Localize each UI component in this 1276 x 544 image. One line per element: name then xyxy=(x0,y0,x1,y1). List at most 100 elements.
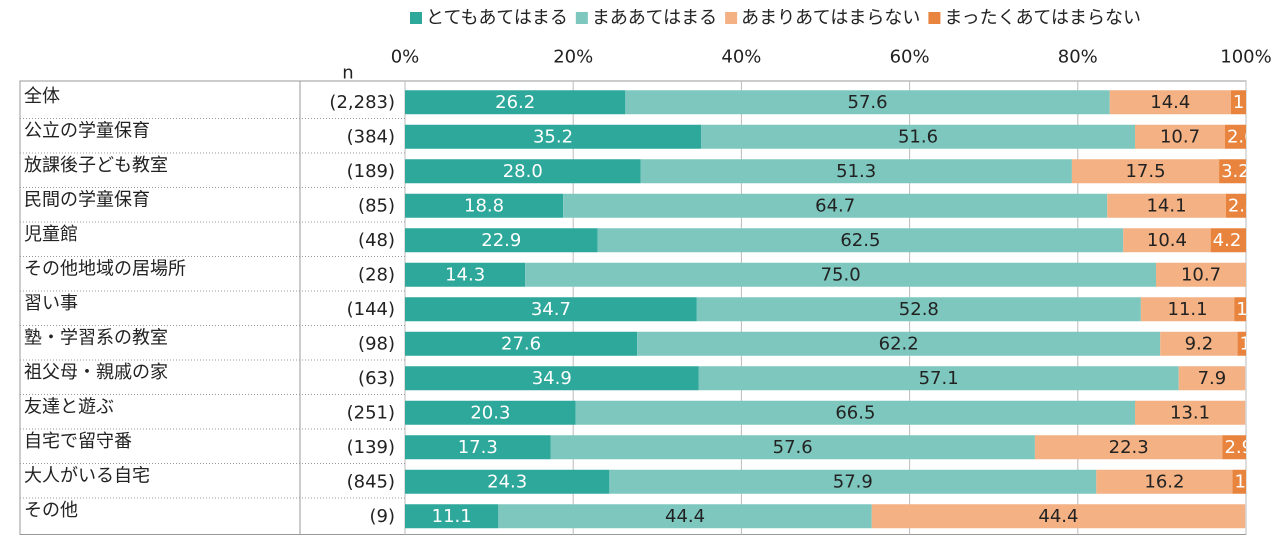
bar-segment xyxy=(405,193,564,218)
n-label: (189) xyxy=(347,161,395,182)
value-label: 28.0 xyxy=(503,161,543,182)
category-label: 自宅で留守番 xyxy=(24,431,132,452)
n-label: (98) xyxy=(358,333,395,354)
n-label: (845) xyxy=(347,471,395,492)
bar-segment xyxy=(405,124,702,149)
bar-segment xyxy=(1234,297,1246,322)
value-label: 2.9 xyxy=(1224,437,1253,458)
bar-segment xyxy=(405,400,576,425)
value-label: 1.7 xyxy=(1235,471,1264,492)
bar-segment xyxy=(696,297,1141,322)
bar-segment xyxy=(575,400,1135,425)
bar-segment xyxy=(405,90,626,115)
value-label: 35.2 xyxy=(533,126,573,147)
value-label: 62.2 xyxy=(879,333,919,354)
value-label: 57.6 xyxy=(773,437,813,458)
n-label: (63) xyxy=(358,368,395,389)
bar-segment xyxy=(550,435,1035,460)
n-label: (251) xyxy=(347,402,395,423)
legend-swatch xyxy=(725,12,738,24)
value-label: 16.2 xyxy=(1144,471,1184,492)
value-label: 1.8 xyxy=(1233,92,1262,113)
value-label: 22.9 xyxy=(481,230,521,251)
bar-segment xyxy=(625,90,1110,115)
bar-segment xyxy=(1178,366,1246,391)
bar-segment xyxy=(701,124,1135,149)
bar-segment xyxy=(1237,331,1246,356)
x-tick-label: 80% xyxy=(1058,47,1098,68)
x-tick-label: 20% xyxy=(553,47,593,68)
value-label: 4.2 xyxy=(1213,230,1242,251)
value-label: 51.3 xyxy=(836,161,876,182)
bar-segment xyxy=(1224,124,1246,149)
value-label: 51.6 xyxy=(898,126,938,147)
bar-segment xyxy=(1210,228,1246,253)
bar-segment xyxy=(637,331,1161,356)
value-label: 3.2 xyxy=(1221,161,1250,182)
legend-swatch xyxy=(575,12,588,24)
bar-segment xyxy=(563,193,1108,218)
value-label: 0.0 xyxy=(1247,402,1276,423)
value-label: 27.6 xyxy=(501,333,541,354)
value-label: 10.4 xyxy=(1147,230,1187,251)
value-label: 7.9 xyxy=(1198,368,1227,389)
bar-segment xyxy=(1230,90,1246,115)
bar-segment xyxy=(1160,331,1238,356)
bar-segment xyxy=(405,469,610,494)
bar-segment xyxy=(871,504,1246,529)
category-label: その他 xyxy=(24,500,78,521)
value-label: 26.2 xyxy=(495,92,535,113)
value-label: 62.5 xyxy=(840,230,880,251)
bar-segment xyxy=(1123,228,1211,253)
value-label: 2.4 xyxy=(1228,195,1257,216)
bar-segment xyxy=(1071,159,1220,184)
bar-segment xyxy=(609,469,1097,494)
value-label: 57.6 xyxy=(848,92,888,113)
n-label: (2,283) xyxy=(329,92,395,113)
value-label: 22.3 xyxy=(1109,437,1149,458)
category-label: 民間の学童保育 xyxy=(24,189,150,210)
value-label: 14.3 xyxy=(445,264,485,285)
bar-segment xyxy=(597,228,1124,253)
bar-segment xyxy=(1134,124,1225,149)
x-tick-label: 60% xyxy=(890,47,930,68)
value-label: 64.7 xyxy=(815,195,855,216)
bar-segment xyxy=(1096,469,1233,494)
bar-segment xyxy=(405,504,499,529)
category-label: 公立の学童保育 xyxy=(24,120,150,141)
bar-segment xyxy=(405,159,641,184)
value-label: 10.7 xyxy=(1181,264,1221,285)
bar-segment xyxy=(698,366,1179,391)
bar-segment xyxy=(525,262,1157,287)
category-label: 大人がいる自宅 xyxy=(24,465,150,486)
x-tick-label: 100% xyxy=(1220,47,1271,68)
category-label: 習い事 xyxy=(24,293,78,314)
n-label: (28) xyxy=(358,264,395,285)
bar-segment xyxy=(405,366,699,391)
bar-segment xyxy=(1232,469,1246,494)
value-label: 44.4 xyxy=(665,506,705,527)
value-label: 10.7 xyxy=(1160,126,1200,147)
bar-segment xyxy=(1222,435,1246,460)
value-label: 11.1 xyxy=(432,506,472,527)
value-label: 17.3 xyxy=(458,437,498,458)
legend-swatch xyxy=(410,12,422,24)
bar-segment xyxy=(1156,262,1246,287)
value-label: 44.4 xyxy=(1038,506,1078,527)
bar-segment xyxy=(1109,90,1231,115)
value-label: 9.2 xyxy=(1185,333,1214,354)
value-label: 24.3 xyxy=(487,471,527,492)
category-label: 全体 xyxy=(24,86,60,107)
category-label: その他地域の居場所 xyxy=(24,258,186,279)
legend-label: まああてはまる xyxy=(592,8,717,29)
n-label: (9) xyxy=(370,506,396,527)
x-tick-label: 0% xyxy=(391,47,420,68)
legend-swatch xyxy=(928,12,941,24)
category-label: 塾・学習系の教室 xyxy=(24,326,168,348)
category-label: 友達と遊ぶ xyxy=(24,396,114,417)
bar-segment xyxy=(405,297,697,322)
bar-segment xyxy=(1134,400,1246,425)
category-label: 祖父母・親戚の家 xyxy=(24,362,168,383)
n-header: n xyxy=(342,63,353,84)
